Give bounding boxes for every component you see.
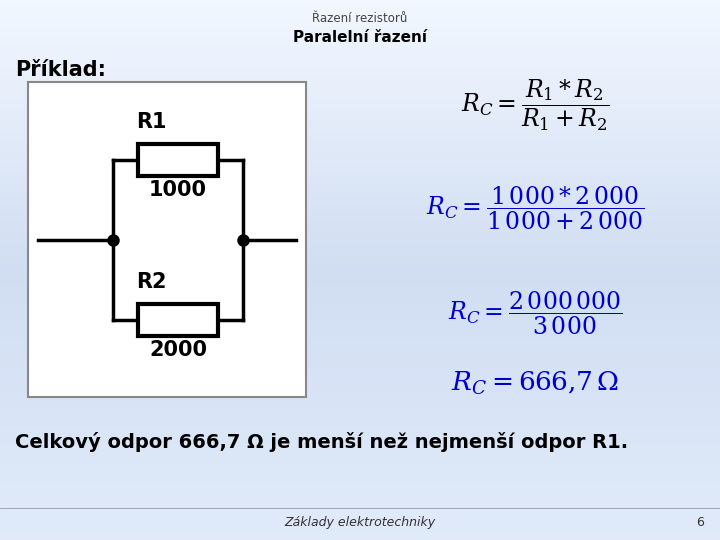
Text: Řazení rezistorů: Řazení rezistorů bbox=[312, 12, 408, 25]
Text: 6: 6 bbox=[696, 516, 704, 529]
Text: $R_C = \dfrac{1\,000 * 2\,000}{1\,000 + 2\,000}$: $R_C = \dfrac{1\,000 * 2\,000}{1\,000 + … bbox=[426, 185, 644, 232]
Bar bbox=[138, 304, 218, 336]
Bar bbox=[28, 82, 306, 397]
Text: $R_C = 666{,}7\,\Omega$: $R_C = 666{,}7\,\Omega$ bbox=[451, 370, 619, 397]
Bar bbox=[138, 144, 218, 176]
Text: $R_C = \dfrac{R_1 * R_2}{R_1 + R_2}$: $R_C = \dfrac{R_1 * R_2}{R_1 + R_2}$ bbox=[461, 78, 609, 133]
Text: R1: R1 bbox=[136, 112, 166, 132]
Text: Paralelní řazení: Paralelní řazení bbox=[293, 30, 427, 45]
Text: Celkový odpor 666,7 Ω je menší než nejmenší odpor R1.: Celkový odpor 666,7 Ω je menší než nejme… bbox=[15, 432, 628, 452]
Text: R2: R2 bbox=[136, 272, 166, 292]
Text: 1000: 1000 bbox=[149, 180, 207, 200]
Text: Základy elektrotechniky: Základy elektrotechniky bbox=[284, 516, 436, 529]
Text: Příklad:: Příklad: bbox=[15, 60, 106, 80]
Text: 2000: 2000 bbox=[149, 340, 207, 360]
Text: $R_C = \dfrac{2\,000\,000}{3\,000}$: $R_C = \dfrac{2\,000\,000}{3\,000}$ bbox=[448, 290, 623, 338]
